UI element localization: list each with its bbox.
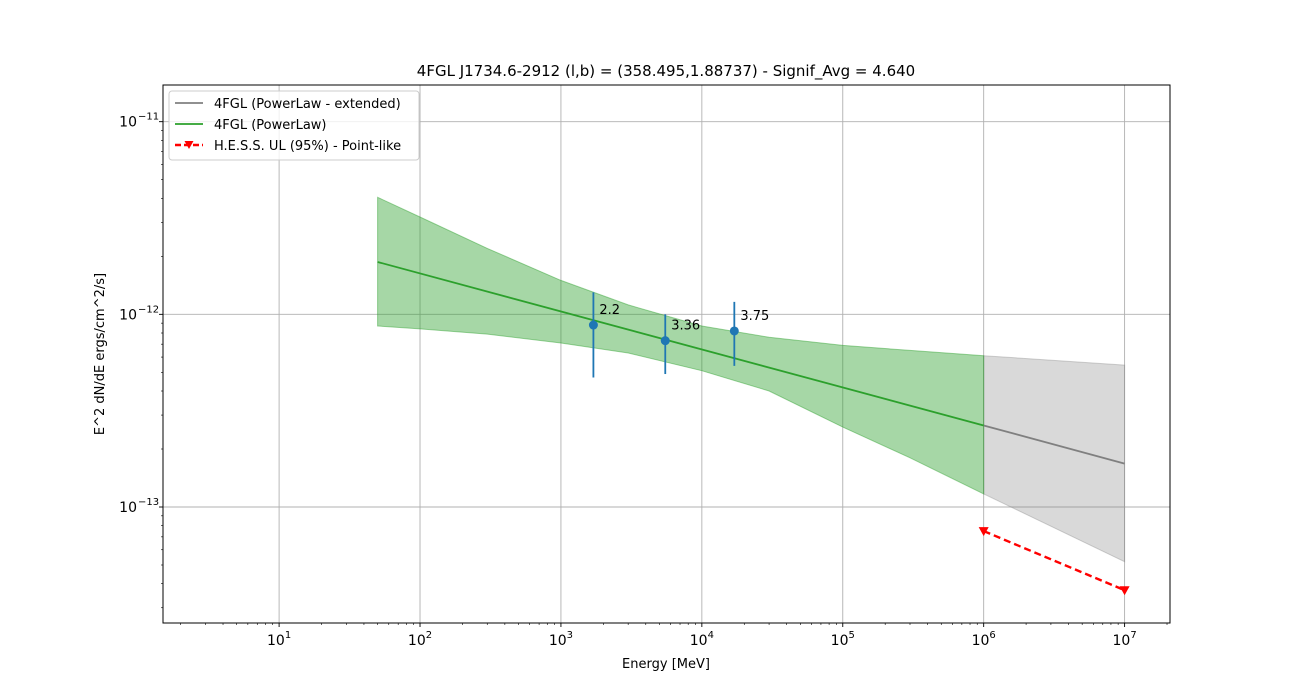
y-tick-exponent: −13 bbox=[138, 497, 159, 508]
grid-lines bbox=[163, 85, 1170, 623]
x-tick-label: 102 bbox=[408, 630, 432, 649]
x-tick-label: 106 bbox=[972, 630, 996, 649]
data-point bbox=[660, 336, 670, 346]
legend-label-hess-ul: H.E.S.S. UL (95%) - Point-like bbox=[214, 139, 401, 154]
plot-area: 2.2 3.36 3.75 bbox=[162, 84, 1171, 624]
point-label: 3.75 bbox=[740, 309, 769, 324]
series-lines bbox=[377, 261, 1130, 596]
y-tick-exponent: −12 bbox=[138, 304, 159, 315]
y-axis-label: E^2 dN/dE ergs/cm^2/s] bbox=[93, 273, 108, 435]
x-axis-ticks: 101 102 103 104 105 106 107 bbox=[180, 623, 1168, 649]
confidence-bands bbox=[377, 196, 1126, 563]
extended-powerlaw-line bbox=[983, 424, 1125, 465]
x-tick-label: 104 bbox=[690, 630, 714, 649]
hess-ul-line bbox=[983, 529, 1126, 592]
x-tick-label: 107 bbox=[1112, 630, 1136, 649]
extended-confidence-band bbox=[983, 355, 1126, 563]
x-tick-label: 101 bbox=[267, 630, 291, 649]
chart-title: 4FGL J1734.6-2912 (l,b) = (358.495,1.887… bbox=[417, 62, 915, 81]
powerlaw-confidence-band bbox=[377, 196, 985, 495]
y-tick-exponent: −11 bbox=[138, 112, 159, 123]
x-axis-label: Energy [MeV] bbox=[622, 657, 710, 672]
legend: 4FGL (PowerLaw - extended) 4FGL (PowerLa… bbox=[168, 90, 420, 161]
point-label: 2.2 bbox=[599, 303, 620, 318]
hess-ul-marker bbox=[978, 527, 989, 537]
legend-marker-hess-ul bbox=[184, 141, 194, 149]
hess-ul-marker bbox=[1119, 586, 1130, 596]
plot-background bbox=[163, 85, 1170, 623]
legend-label-powerlaw: 4FGL (PowerLaw) bbox=[214, 118, 327, 133]
x-tick-label: 105 bbox=[831, 630, 855, 649]
plot-frame bbox=[162, 84, 1171, 624]
y-tick-label: 10 bbox=[119, 500, 137, 516]
data-point bbox=[729, 326, 739, 336]
legend-box bbox=[168, 90, 420, 161]
point-label: 3.36 bbox=[671, 319, 700, 334]
y-tick-label: 10 bbox=[119, 115, 137, 131]
data-points: 2.2 3.36 3.75 bbox=[588, 292, 769, 378]
data-point bbox=[588, 320, 598, 330]
x-tick-label: 103 bbox=[549, 630, 573, 649]
y-tick-label: 10 bbox=[119, 307, 137, 323]
powerlaw-line bbox=[377, 261, 984, 427]
legend-label-extended: 4FGL (PowerLaw - extended) bbox=[214, 97, 401, 112]
